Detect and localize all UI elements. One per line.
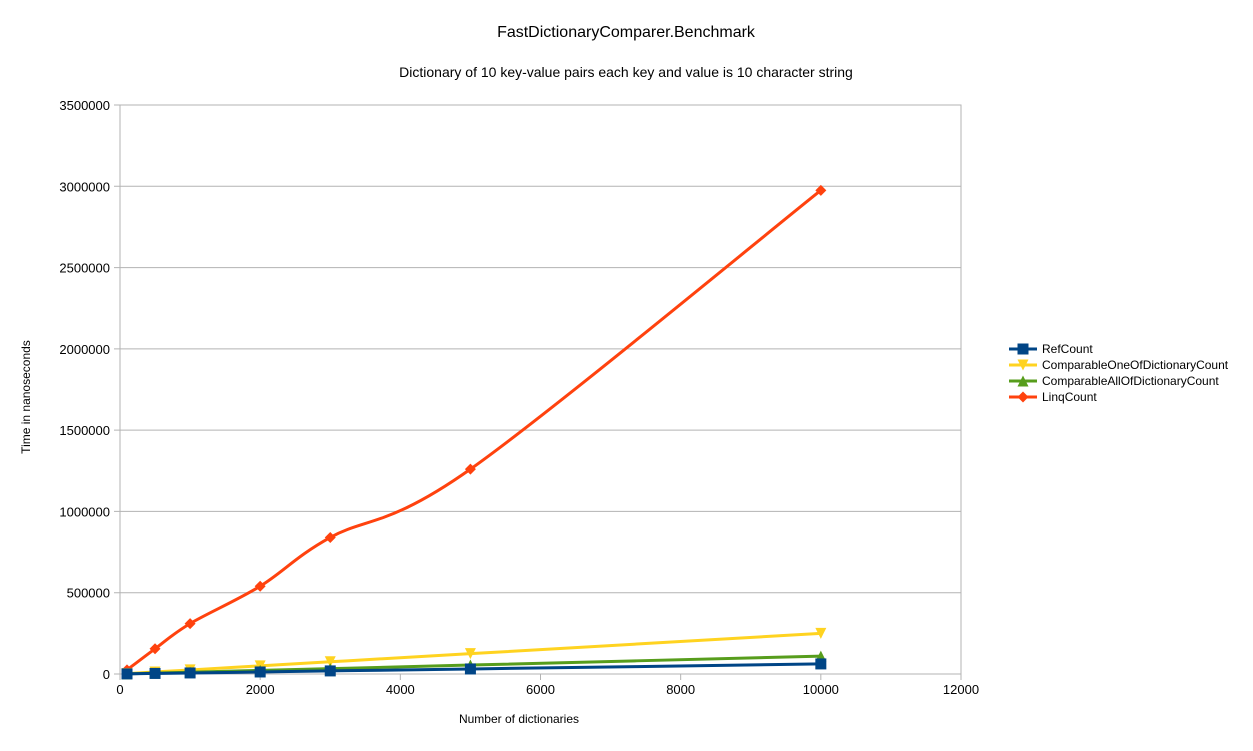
y-tick-label: 3500000 [59, 98, 110, 113]
series-line [126, 662, 821, 676]
x-tick-label: 10000 [803, 682, 839, 697]
y-tick-label: 3000000 [59, 179, 110, 194]
legend-item: ComparableAllOfDictionaryCount [1009, 374, 1219, 388]
chart-title: FastDictionaryComparer.Benchmark [497, 24, 756, 41]
legend-item: LinqCount [1009, 390, 1097, 404]
data-point [464, 463, 476, 475]
legend-item: ComparableOneOfDictionaryCount [1009, 358, 1229, 372]
data-point [464, 663, 476, 675]
y-tick-label: 1000000 [59, 504, 110, 519]
legend-item: RefCount [1009, 342, 1093, 356]
data-point [149, 667, 161, 679]
data-point [324, 656, 336, 668]
x-tick-label: 0 [116, 682, 123, 697]
x-axis-label: Number of dictionaries [459, 712, 579, 726]
data-point [254, 580, 266, 592]
series-line [126, 189, 822, 672]
legend-marker [1017, 375, 1029, 387]
data-point [815, 627, 827, 639]
legend-label: ComparableAllOfDictionaryCount [1042, 374, 1219, 388]
y-tick-label: 500000 [67, 586, 110, 601]
series-group [121, 184, 827, 680]
legend-marker [1017, 359, 1029, 371]
y-axis-label: Time in nanoseconds [19, 340, 33, 454]
y-tick-label: 2500000 [59, 261, 110, 276]
data-point [254, 666, 266, 678]
legend-marker [1017, 391, 1029, 403]
legend-marker [1017, 343, 1029, 355]
data-point [324, 531, 336, 543]
x-tick-label: 2000 [246, 682, 275, 697]
data-point [324, 665, 336, 677]
y-tick-label: 1500000 [59, 423, 110, 438]
data-point [815, 658, 827, 670]
legend: RefCount ComparableOneOfDictionaryCount Co… [1009, 342, 1229, 404]
legend-label: ComparableOneOfDictionaryCount [1042, 358, 1229, 372]
legend-label: RefCount [1042, 342, 1093, 356]
x-tick-label: 4000 [386, 682, 415, 697]
legend-label: LinqCount [1042, 390, 1097, 404]
y-tick-label: 2000000 [59, 342, 110, 357]
data-point [184, 667, 196, 679]
axes: 0 500000 1000000 1500000 2000000 2500000 30000… [59, 98, 979, 697]
plot-frame [119, 104, 962, 675]
data-point [149, 643, 161, 655]
chart-subtitle: Dictionary of 10 key-value pairs each ke… [399, 64, 853, 80]
series-RefCount [121, 658, 827, 680]
x-tick-label: 12000 [943, 682, 979, 697]
data-point [815, 184, 827, 196]
data-point [121, 668, 133, 680]
grid-lines [114, 104, 962, 675]
data-point [184, 618, 196, 630]
data-point [464, 648, 476, 660]
x-tick-label: 8000 [666, 682, 695, 697]
y-tick-label: 0 [103, 667, 110, 682]
x-tick-label: 6000 [526, 682, 555, 697]
